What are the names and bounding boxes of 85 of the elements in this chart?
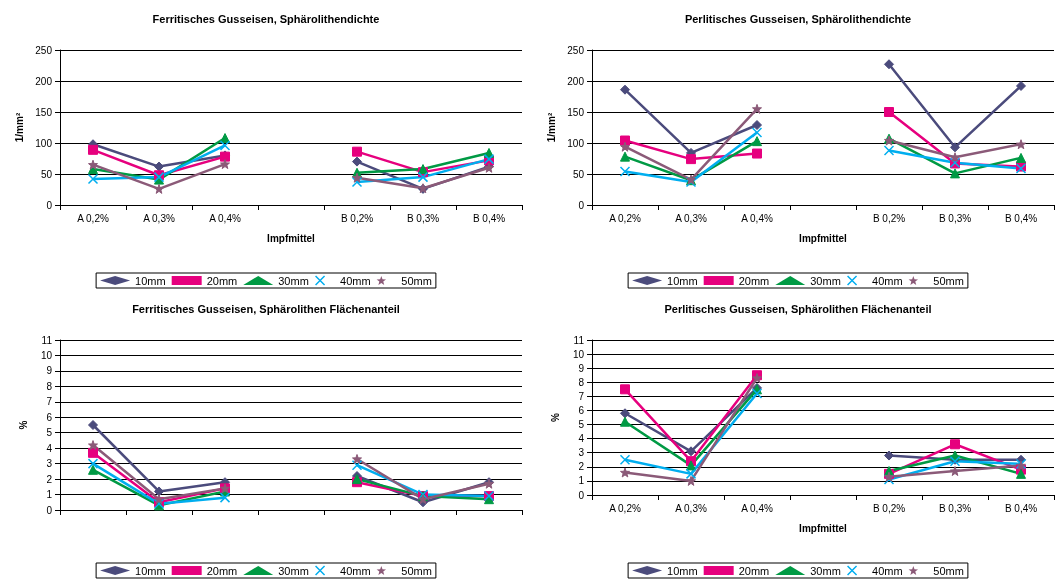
legend-label: 30mm: [278, 564, 309, 577]
x-tick-label: A 0,4%: [209, 212, 241, 224]
y-tick-label: 9: [578, 362, 585, 374]
x-axis-title: Impfmittel: [799, 232, 848, 244]
y-tick-label: 1: [46, 489, 53, 501]
legend-label: 50mm: [401, 274, 432, 287]
y-tick-label: 10: [572, 348, 585, 360]
y-tick-label: 4: [46, 442, 53, 454]
y-tick-label: 5: [578, 419, 585, 431]
legend-label: 10mm: [135, 274, 166, 287]
legend-label: 40mm: [872, 564, 903, 577]
x-tick-label: B 0,3%: [938, 212, 972, 224]
legend-label: 10mm: [667, 564, 698, 577]
y-tick-label: 3: [578, 447, 585, 459]
y-tick-label: 11: [41, 334, 53, 346]
y-tick-label: 0: [578, 199, 585, 211]
y-tick-label: 1: [578, 475, 585, 487]
legend-label: 50mm: [933, 564, 964, 577]
y-tick-label: 4: [578, 433, 585, 445]
legend-label: 40mm: [340, 274, 371, 287]
legend-label: 30mm: [278, 274, 309, 287]
y-tick-label: 6: [46, 411, 53, 423]
x-tick-label: B 0,3%: [938, 502, 972, 514]
y-tick-label: 0: [578, 489, 585, 501]
y-tick-label: 250: [35, 44, 53, 56]
chart-title: Ferritisches Gusseisen, Sphärolithen Flächenanteil: [132, 302, 400, 315]
y-axis-title: %: [549, 412, 561, 422]
x-tick-label: A 0,2%: [609, 212, 641, 224]
y-tick-label: 100: [567, 137, 585, 149]
legend-label: 40mm: [872, 274, 903, 287]
y-tick-label: 3: [46, 458, 53, 470]
legend-label: 10mm: [667, 274, 698, 287]
chart-title: Perlitisches Gusseisen, Sphärolithen Flächenanteil: [664, 302, 932, 315]
x-axis-title: Impfmittel: [799, 522, 848, 534]
y-tick-label: 8: [578, 376, 585, 388]
legend-label: 50mm: [401, 564, 432, 577]
y-tick-label: 9: [46, 365, 53, 377]
y-tick-label: 11: [573, 334, 585, 346]
y-tick-label: 2: [578, 461, 585, 473]
y-axis-title: 1/mm²: [545, 112, 557, 143]
x-tick-label: A 0,4%: [741, 212, 773, 224]
x-tick-label: B 0,3%: [406, 212, 440, 224]
y-tick-label: 50: [40, 168, 53, 180]
y-tick-label: 7: [578, 390, 585, 402]
y-tick-label: 0: [46, 199, 53, 211]
chart-title: Ferritisches Gusseisen, Sphärolithendichte: [152, 12, 380, 25]
x-axis-title: Impfmittel: [267, 232, 316, 244]
y-tick-label: 150: [567, 106, 585, 118]
x-tick-label: B 0,4%: [1004, 502, 1038, 514]
legend-label: 40mm: [340, 564, 371, 577]
legend-label: 20mm: [738, 564, 770, 577]
legend-label: 30mm: [810, 274, 841, 287]
legend-label: 20mm: [206, 564, 238, 577]
y-tick-label: 100: [35, 137, 53, 149]
x-tick-label: A 0,3%: [675, 502, 707, 514]
y-tick-label: 10: [40, 349, 53, 361]
legend-label: 20mm: [738, 274, 770, 287]
legend-label: 30mm: [810, 564, 841, 577]
y-tick-label: 5: [46, 427, 53, 439]
y-tick-label: 6: [578, 404, 585, 416]
y-tick-label: 0: [46, 504, 53, 516]
y-axis-title: %: [17, 420, 29, 430]
y-tick-label: 250: [567, 44, 585, 56]
x-tick-label: A 0,2%: [609, 502, 641, 514]
y-axis-title: 1/mm²: [13, 112, 25, 143]
chart-title: Perlitisches Gusseisen, Sphärolithendichte: [684, 12, 912, 25]
y-tick-label: 150: [35, 106, 53, 118]
legend-label: 20mm: [206, 274, 238, 287]
y-tick-label: 200: [567, 75, 585, 87]
x-tick-label: B 0,4%: [472, 212, 506, 224]
legend-label: 50mm: [933, 274, 964, 287]
y-tick-label: 7: [46, 396, 53, 408]
legend-label: 10mm: [135, 564, 166, 577]
x-tick-label: B 0,2%: [340, 212, 374, 224]
y-tick-label: 8: [46, 380, 53, 392]
y-tick-label: 2: [46, 473, 53, 485]
x-tick-label: B 0,2%: [872, 502, 906, 514]
x-tick-label: B 0,2%: [872, 212, 906, 224]
x-tick-label: A 0,4%: [741, 502, 773, 514]
x-tick-label: A 0,3%: [675, 212, 707, 224]
x-tick-label: A 0,2%: [77, 212, 109, 224]
x-tick-label: B 0,4%: [1004, 212, 1038, 224]
y-tick-label: 50: [572, 168, 585, 180]
x-tick-label: A 0,3%: [143, 212, 175, 224]
y-tick-label: 200: [35, 75, 53, 87]
